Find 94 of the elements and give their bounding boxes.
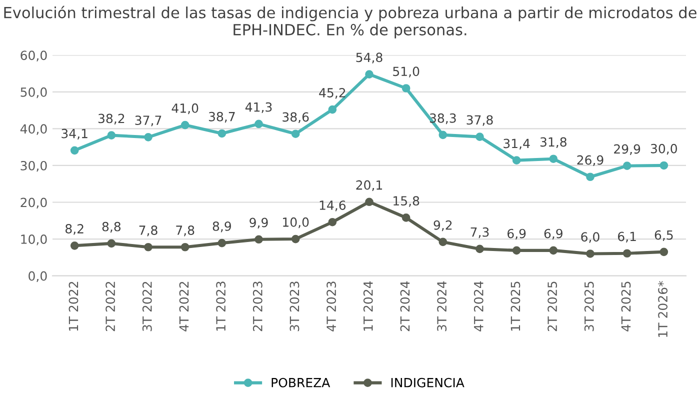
point xyxy=(549,246,558,255)
data-label: 34,1 xyxy=(62,128,88,140)
point xyxy=(660,161,668,170)
x-tick-label: 2T 2022 xyxy=(106,282,116,332)
data-label: 41,3 xyxy=(245,102,272,114)
data-label: 26,9 xyxy=(577,155,604,166)
x-tick-label: 4T 2022 xyxy=(179,282,189,332)
point xyxy=(107,239,116,248)
data-label: 38,7 xyxy=(208,112,235,123)
point xyxy=(180,242,190,252)
data-label: 6,1 xyxy=(618,232,636,242)
y-tick-label: 10,0 xyxy=(21,234,47,246)
point xyxy=(180,120,190,130)
data-label: 31,4 xyxy=(504,138,530,150)
point xyxy=(328,218,337,226)
y-tick-label: 50,0 xyxy=(20,87,47,98)
data-label: 45,2 xyxy=(319,88,346,99)
point xyxy=(512,156,521,164)
data-label: 38,2 xyxy=(98,114,124,124)
y-tick-label: 30,0 xyxy=(20,160,47,172)
data-label: 7,3 xyxy=(470,227,489,238)
y-tick-label: 40,0 xyxy=(20,124,47,135)
data-label: 6,9 xyxy=(508,228,526,240)
point xyxy=(586,250,594,258)
chart-title: Evolución trimestral de las tasas de indigencia y pobreza urbana a partir de microdatos de EPH-INDEC. En % de personas. xyxy=(4,6,696,38)
x-tick-label: 2T 2025 xyxy=(548,282,558,332)
point xyxy=(512,246,521,255)
x-tick-label: 2T 2023 xyxy=(252,282,262,332)
point xyxy=(476,132,484,141)
data-label: 29,9 xyxy=(614,144,640,155)
data-label: 7,8 xyxy=(176,226,194,236)
point xyxy=(586,172,594,182)
x-tick-label: 2T 2024 xyxy=(400,281,410,332)
data-label: 51,0 xyxy=(393,66,420,78)
data-label: 41,0 xyxy=(172,103,198,114)
data-label: 8,9 xyxy=(212,221,231,232)
point xyxy=(291,130,300,138)
point xyxy=(476,244,484,254)
point xyxy=(402,214,410,222)
data-label: 9,2 xyxy=(434,220,452,232)
point xyxy=(218,129,226,138)
point xyxy=(70,241,79,250)
point xyxy=(107,131,116,140)
x-tick-label: 3T 2024 xyxy=(437,281,447,332)
x-tick-label: 4T 2025 xyxy=(621,282,631,332)
point xyxy=(622,249,632,258)
point xyxy=(291,234,300,244)
x-tick-label: 1T 2025 xyxy=(510,282,520,331)
y-tick-label: 60,0 xyxy=(20,50,47,62)
x-tick-label: 4T 2023 xyxy=(326,282,336,332)
y-tick-label: 20,0 xyxy=(20,198,47,208)
data-label: 30,0 xyxy=(650,144,677,155)
point xyxy=(254,235,263,244)
point xyxy=(438,130,448,140)
data-label: 38,6 xyxy=(282,112,309,123)
y-tick-label: 0,0 xyxy=(28,271,47,282)
point xyxy=(328,105,337,114)
legend-label: POBREZA xyxy=(272,378,330,388)
data-label: 31,8 xyxy=(540,137,566,148)
x-tick-label: 3T 2023 xyxy=(290,282,300,332)
point xyxy=(144,242,152,252)
x-tick-label: 3T 2022 xyxy=(142,282,152,332)
data-label: 15,8 xyxy=(394,196,420,207)
data-label: 8,8 xyxy=(102,222,121,233)
x-tick-label: 1T 2022 xyxy=(68,282,78,331)
data-label: 6,5 xyxy=(654,230,673,242)
data-label: 37,8 xyxy=(466,115,493,126)
point xyxy=(144,132,152,142)
data-label: 20,1 xyxy=(356,180,382,192)
point xyxy=(365,198,374,206)
data-label: 37,7 xyxy=(135,116,162,126)
data-label: 6,9 xyxy=(544,228,562,240)
data-label: 7,8 xyxy=(139,226,158,236)
point xyxy=(402,84,410,92)
x-tick-label: 1T 2024 xyxy=(363,281,373,331)
x-tick-label: 3T 2025 xyxy=(584,282,594,332)
data-label: 8,2 xyxy=(66,224,84,235)
legend-label: INDIGENCIA xyxy=(391,378,464,388)
point xyxy=(549,154,558,164)
data-label: 54,8 xyxy=(356,52,382,64)
point xyxy=(254,120,263,128)
data-label: 9,9 xyxy=(250,218,268,229)
x-tick-label: 1T 2023 xyxy=(216,282,226,331)
point xyxy=(438,238,448,246)
point xyxy=(365,70,374,78)
point xyxy=(218,238,226,248)
point xyxy=(622,162,632,170)
data-label: 6,0 xyxy=(581,232,600,243)
data-label: 10,0 xyxy=(283,217,309,228)
point xyxy=(70,146,79,155)
point xyxy=(660,248,668,256)
x-tick-label: 4T 2024 xyxy=(474,281,484,332)
data-label: 14,6 xyxy=(320,200,346,212)
x-tick-label: 1T 2026* xyxy=(658,281,668,337)
